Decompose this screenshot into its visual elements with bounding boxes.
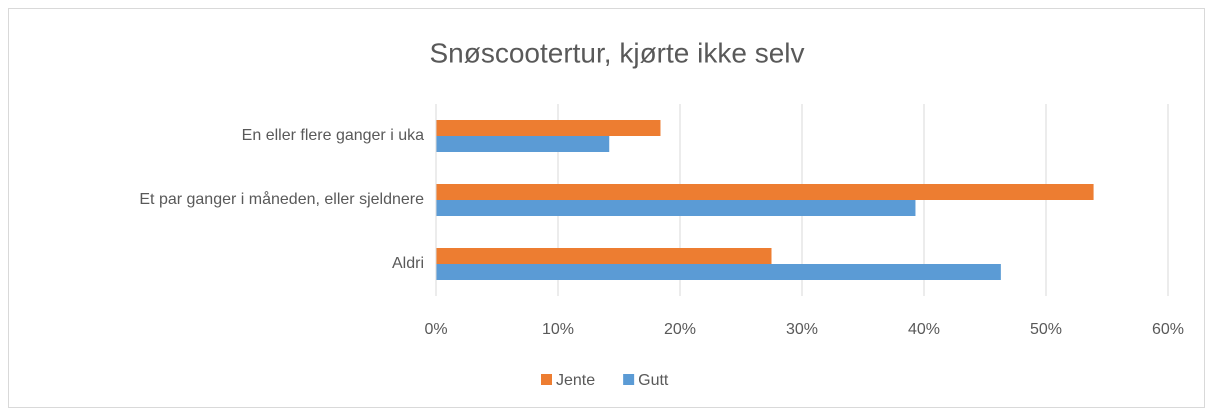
chart-title: Snøscootertur, kjørte ikke selv [429, 37, 804, 68]
bar [436, 120, 661, 136]
y-tick-label: En eller flere ganger i uka [242, 127, 424, 144]
legend-swatch [541, 374, 552, 385]
x-tick-label: 30% [786, 321, 818, 338]
bar [436, 184, 1094, 200]
y-tick-label: Aldri [392, 255, 424, 272]
x-tick-label: 60% [1152, 321, 1184, 338]
bar [436, 136, 610, 152]
x-tick-label: 40% [908, 321, 940, 338]
bar [436, 264, 1001, 280]
x-tick-label: 0% [424, 321, 447, 338]
x-tick-label: 50% [1030, 321, 1062, 338]
legend-label: Jente [556, 372, 595, 389]
legend-label: Gutt [638, 372, 669, 389]
bar [436, 248, 772, 264]
x-tick-label: 10% [542, 321, 574, 338]
bar [436, 200, 916, 216]
y-tick-label: Et par ganger i måneden, eller sjeldnere [139, 190, 424, 208]
legend-swatch [623, 374, 635, 385]
x-tick-label: 20% [664, 321, 696, 338]
